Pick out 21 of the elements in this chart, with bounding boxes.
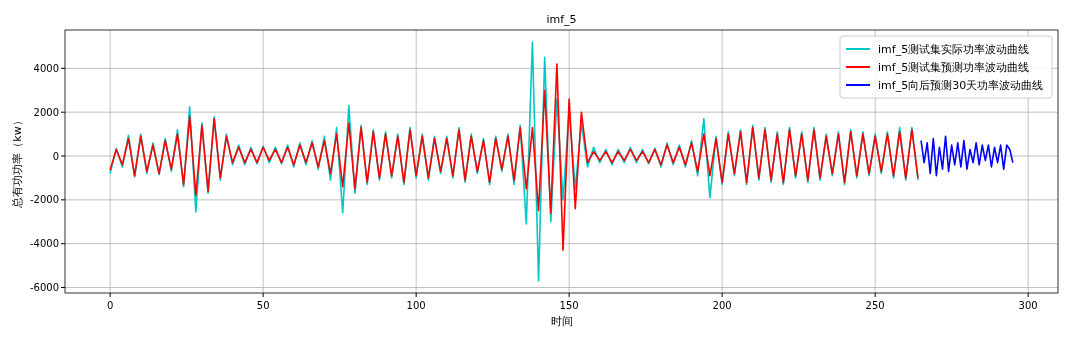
y-tick-label: -2000 (29, 194, 59, 206)
y-tick-label: 0 (52, 150, 59, 162)
x-tick-label: 50 (256, 300, 270, 311)
x-tick-label: 250 (865, 300, 885, 311)
chart-title: imf_5 (546, 13, 577, 26)
x-axis-title: 时间 (550, 315, 573, 328)
line-series (109, 63, 919, 252)
line-series (920, 135, 1014, 177)
legend-label: imf_5向后预测30天功率波动曲线 (878, 79, 1044, 92)
y-tick-label: 4000 (33, 62, 59, 74)
x-tick-label: 100 (406, 300, 426, 311)
legend-label: imf_5测试集实际功率波动曲线 (878, 43, 1030, 56)
legend-label: imf_5测试集预测功率波动曲线 (878, 61, 1030, 74)
y-tick-label: -6000 (29, 282, 59, 294)
x-tick-label: 300 (1018, 300, 1038, 311)
y-axis-title: 总有功功率（kw） (11, 115, 24, 209)
x-tick-label: 150 (559, 300, 579, 311)
y-tick-label: -4000 (29, 238, 59, 250)
y-tick-label: 2000 (33, 106, 59, 118)
x-tick-label: 200 (712, 300, 732, 311)
x-tick-label: 0 (106, 300, 114, 311)
